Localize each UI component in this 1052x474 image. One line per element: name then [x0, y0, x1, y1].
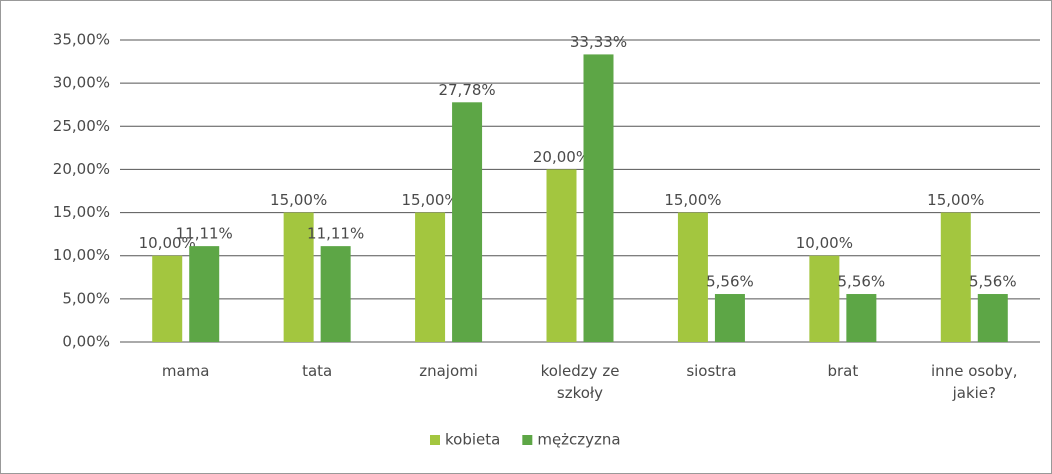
x-tick-label: brat: [827, 362, 859, 380]
data-label: 11,11%: [176, 225, 233, 243]
bar: [415, 212, 446, 342]
y-tick-label: 30,00%: [53, 74, 110, 92]
legend-label: kobieta: [445, 431, 500, 449]
bar: [677, 212, 708, 342]
data-label: 20,00%: [533, 148, 590, 166]
data-label: 11,11%: [307, 225, 364, 243]
y-tick-label: 15,00%: [53, 203, 110, 221]
data-label: 15,00%: [270, 191, 327, 209]
x-tick-label: koledzy ze szkoły: [540, 362, 620, 402]
data-label: 27,78%: [438, 81, 495, 99]
data-label: 10,00%: [796, 234, 853, 252]
x-tick-label: mama: [161, 362, 210, 380]
y-tick-label: 10,00%: [53, 246, 110, 264]
legend-swatch: [430, 435, 440, 445]
data-label: 5,56%: [838, 273, 886, 291]
bar: [940, 212, 971, 342]
bar: [583, 54, 614, 342]
data-label: 15,00%: [927, 191, 984, 209]
data-label: 15,00%: [401, 191, 458, 209]
bar: [809, 255, 840, 342]
x-tick-label: inne osoby, jakie?: [931, 362, 1018, 402]
legend-label: mężczyzna: [537, 431, 620, 449]
y-tick-label: 20,00%: [53, 160, 110, 178]
bar: [452, 102, 483, 343]
y-tick-label: 25,00%: [53, 117, 110, 135]
bar: [189, 246, 220, 342]
bar: [546, 169, 577, 342]
legend-swatch: [522, 435, 533, 445]
data-label: 5,56%: [706, 273, 754, 291]
x-tick-label: siostra: [686, 362, 737, 380]
bar: [283, 212, 314, 342]
x-tick-label: tata: [302, 362, 333, 380]
bar: [846, 294, 877, 342]
bar: [320, 246, 351, 342]
data-label: 5,56%: [969, 273, 1017, 291]
data-label: 33,33%: [570, 33, 627, 51]
bar: [714, 294, 745, 342]
data-label: 15,00%: [664, 191, 721, 209]
y-tick-label: 5,00%: [62, 289, 110, 307]
bar: [152, 255, 183, 342]
y-tick-label: 0,00%: [62, 333, 110, 351]
x-tick-label: znajomi: [419, 362, 478, 380]
data-label: 10,00%: [139, 234, 196, 252]
bar: [977, 294, 1008, 342]
y-tick-label: 35,00%: [53, 31, 110, 49]
